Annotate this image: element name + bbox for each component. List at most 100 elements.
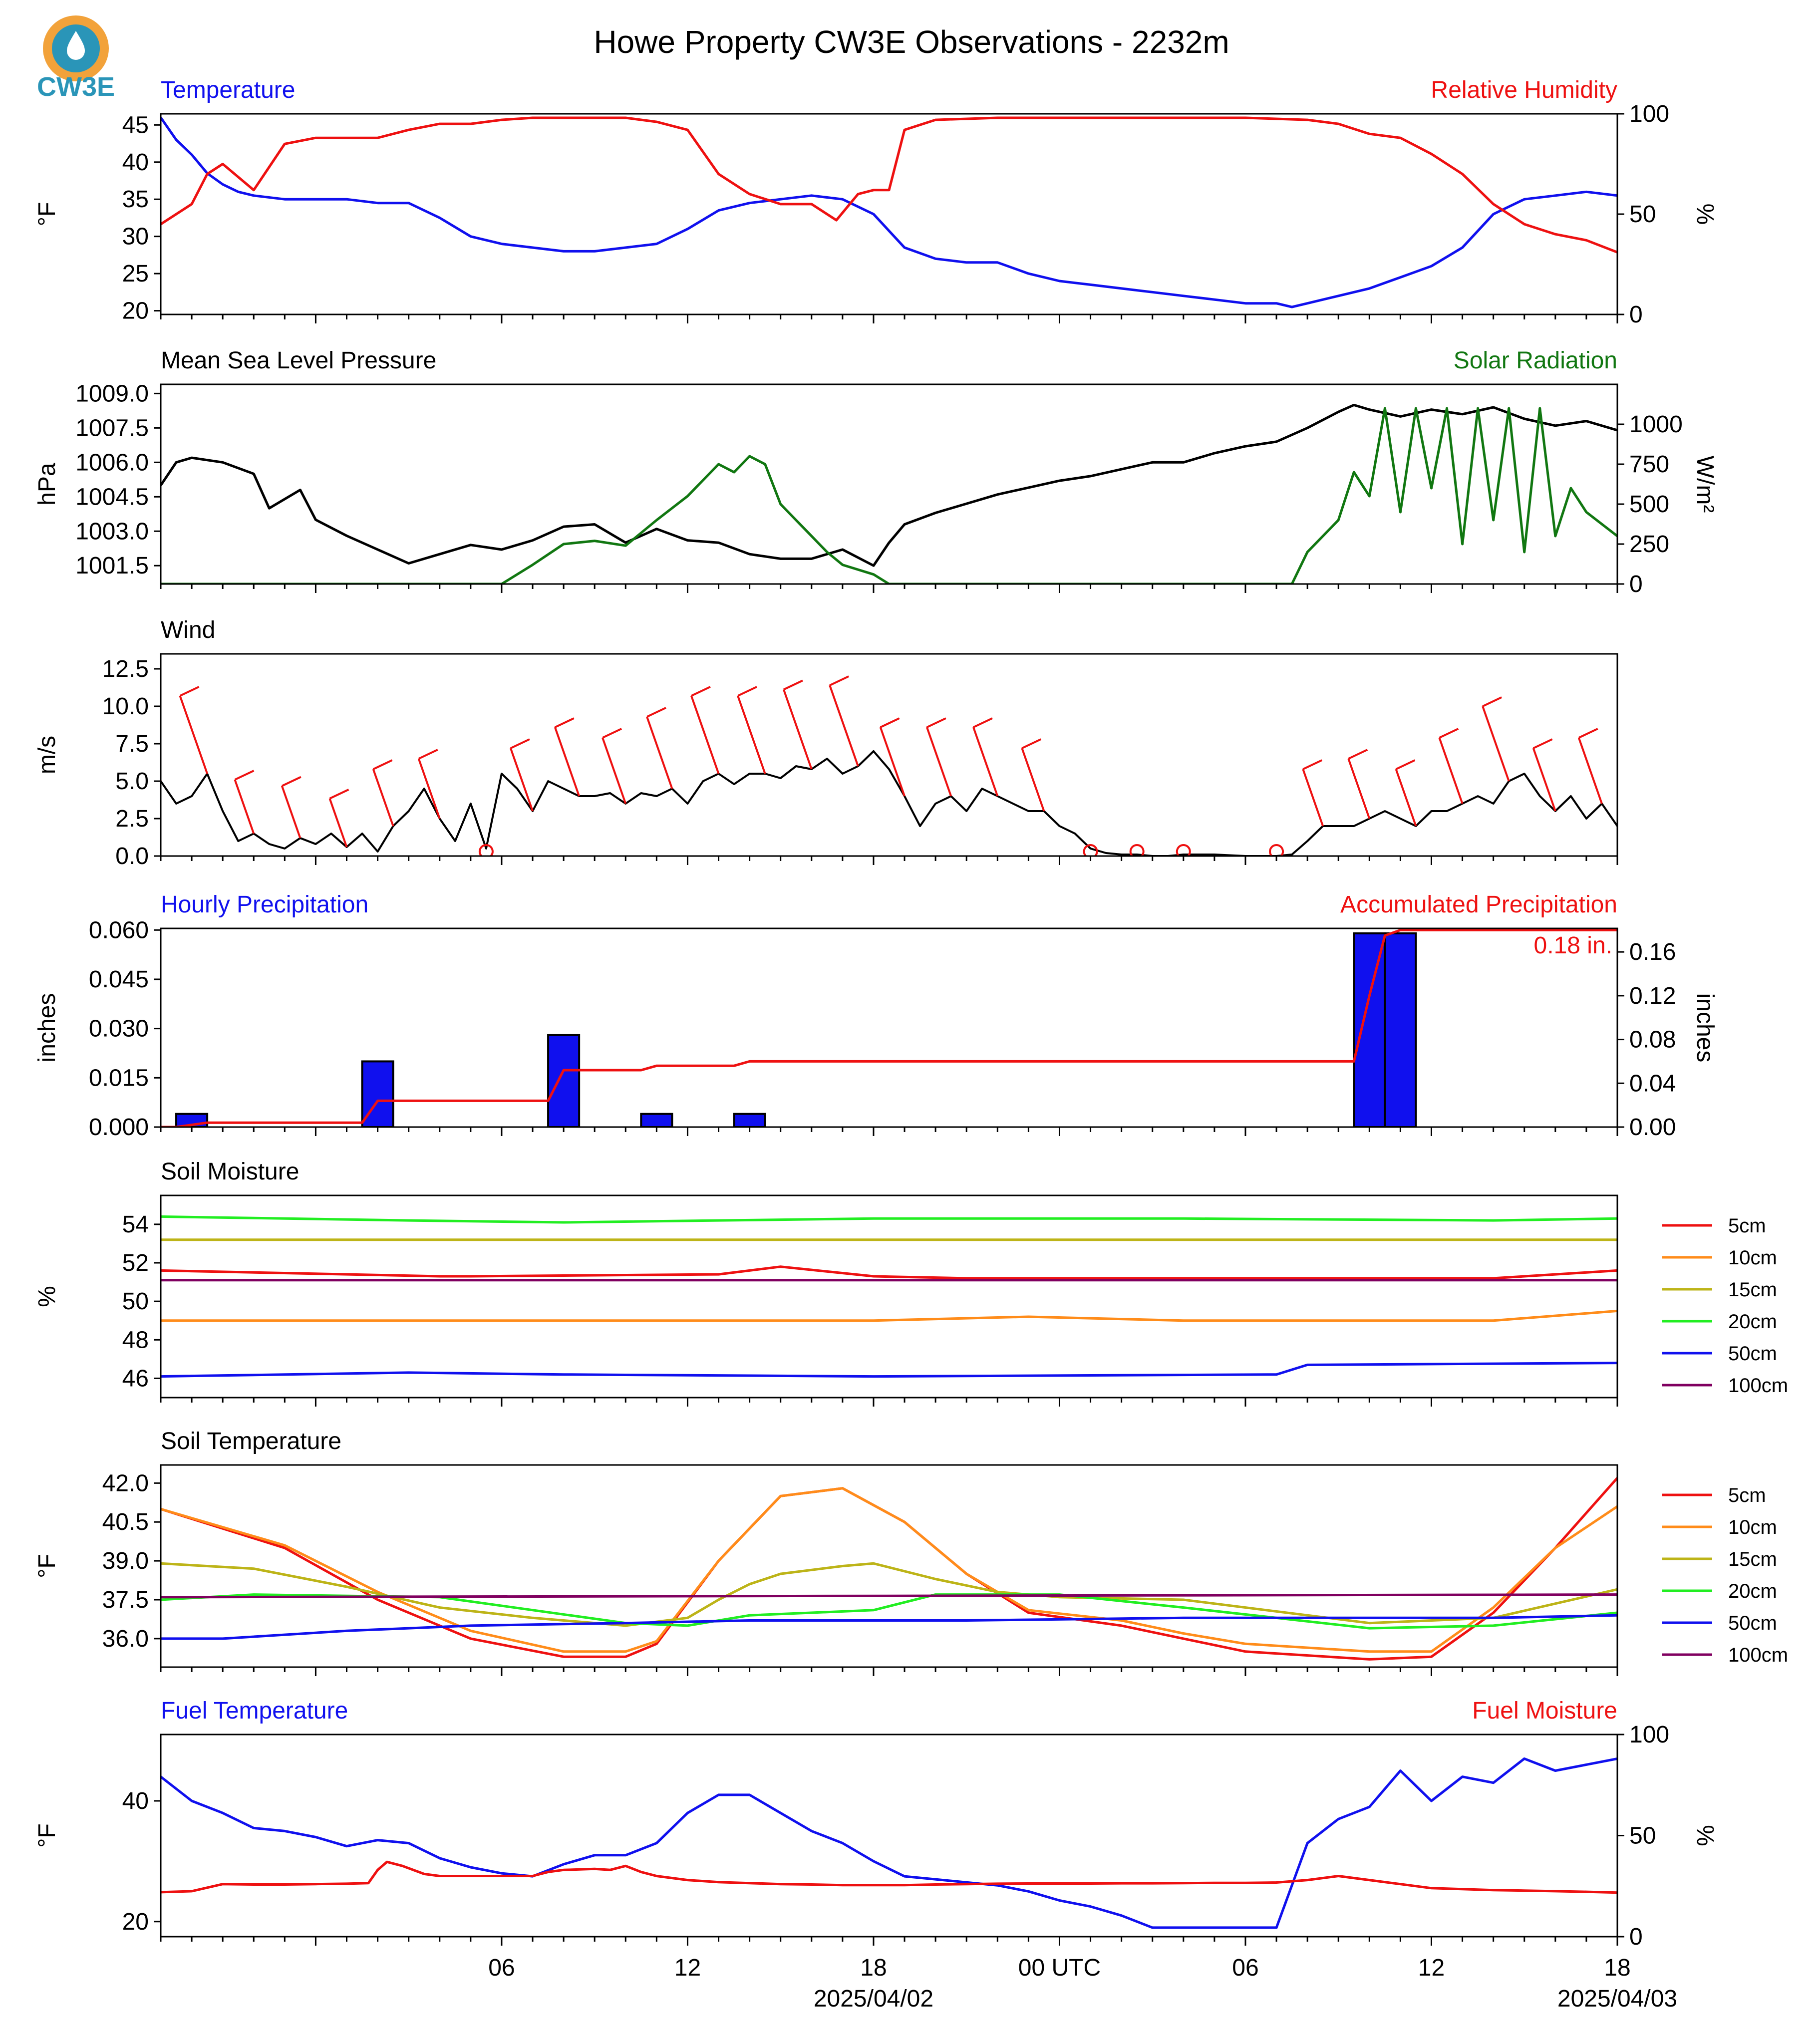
wind-barb-flag [1578,728,1598,739]
y-tick-label: 36.0 [102,1626,149,1652]
wind-barb-flag [1348,749,1368,760]
x-tick-label: 06 [488,1955,515,1981]
legend-label: 50cm [1728,1343,1777,1365]
y-tick-label: 7.5 [115,731,149,757]
wind-barb-staff [1021,748,1045,812]
wind-barb-flag [1532,738,1553,749]
series-line [161,403,1617,567]
wind-barb-staff [510,748,534,812]
y-tick-label: 50 [122,1288,149,1315]
wind-barb-staff [829,685,859,767]
figure-title: Howe Property CW3E Observations - 2232m [594,24,1229,60]
wind-barb-flag [783,679,803,691]
y-tick-label: 1009.0 [75,380,149,407]
precip-bar [1353,932,1386,1127]
plot-area [161,116,1617,308]
legend-label: 5cm [1728,1215,1766,1237]
y-tick-label: 2.5 [115,806,149,832]
panel-5: Soil Moisture4648505254%5cm10cm15cm20cm5… [34,1159,1788,1407]
wind-barb-flag [737,686,757,697]
y-tick-label: 30 [122,224,149,250]
legend: 5cm 10cm 15cm 20cm 50cm 100cm [1662,1484,1788,1666]
y-tick-label: 1007.5 [75,415,149,441]
y-right-tick-label: 0 [1629,1924,1643,1950]
y-tick-label: 1003.0 [75,518,149,545]
y-tick-label: 37.5 [102,1587,149,1613]
wind-barb-staff [737,695,766,774]
y-right-axis-label: % [1692,204,1718,225]
panel-2: Mean Sea Level Pressure Solar Radiation 10… [34,347,1718,597]
x-tick-label: 00 UTC [1018,1955,1101,1981]
y-right-tick-label: 100 [1629,1722,1669,1748]
wind-barb-flag [1482,696,1503,707]
wind-barb-flag [554,717,575,728]
precip-bar [733,1113,766,1127]
series-line [161,1614,1617,1640]
wind-barb-staff [783,689,813,770]
series-line [161,116,1617,254]
wind-barb-staff [1577,737,1603,804]
wind-barb-staff [1438,737,1464,804]
wind-barb-flag [602,728,622,739]
wind-barb-flag [510,738,530,749]
series-line [161,928,1617,1127]
y-tick-label: 1001.5 [75,553,149,579]
wind-barb-staff [1532,748,1556,812]
plot-frame [160,1734,1618,1938]
y-right-tick-label: 0.12 [1629,983,1676,1009]
legend-label: 10cm [1728,1516,1777,1538]
legend-label: 5cm [1728,1484,1766,1506]
x-tick-label: 18 [1604,1955,1630,1981]
wind-barb-flag [281,776,302,787]
plot-area [161,1477,1617,1661]
wind-barb-staff [234,779,255,834]
wind-barb-flag [372,759,393,770]
wind-barb-flag [691,686,711,697]
legend-label: 50cm [1728,1612,1777,1634]
panel-7: Fuel Temperature Fuel Moisture 20 40 °F 0 50 10… [34,1698,1718,2012]
wind-barb-staff [602,737,627,804]
legend-label: 10cm [1728,1247,1777,1269]
y-tick-label: 0.000 [89,1114,149,1141]
wind-barb-staff [1395,769,1417,827]
y-tick-label: 10.0 [102,693,149,720]
series-line [161,1362,1617,1378]
series-line [161,1487,1617,1653]
panel-title-left: Soil Moisture [161,1159,299,1185]
plot-area [161,1215,1617,1378]
legend-label: 20cm [1728,1580,1777,1602]
y-axis-label: hPa [34,463,60,506]
plot-frame [160,113,1618,315]
panel-title-left: Hourly Precipitation [161,891,368,918]
wind-barb-flag [329,788,349,800]
wind-barb-staff [179,695,209,774]
y-right-tick-label: 500 [1629,491,1669,518]
series-line [161,1860,1617,1894]
y-tick-label: 20 [122,1909,149,1935]
y-right-tick-label: 0.04 [1629,1070,1676,1097]
y-tick-label: 42.0 [102,1470,149,1496]
wind-barb-flag [234,770,255,781]
y-right-tick-label: 50 [1629,201,1656,228]
series-line [161,1215,1617,1224]
y-axis-label: °F [34,202,60,227]
x-date-label: 2025/04/02 [814,1986,933,2012]
panel-title-left: Soil Temperature [161,1428,341,1454]
plot-frame [160,383,1618,585]
wind-barb-flag [1302,759,1323,770]
y-tick-label: 45 [122,112,149,138]
x-tick-label: 18 [860,1955,887,1981]
cw3e-logo-drop [67,31,85,60]
series-line [161,407,1617,584]
wind-barb-flag [179,686,200,697]
wind-barb-flag [1021,738,1042,749]
plot-frame [160,653,1618,857]
panel-title-left: Temperature [161,77,295,103]
wind-barb-staff [1482,706,1510,782]
y-right-tick-label: 50 [1629,1823,1656,1849]
wind-calm-circle [1176,844,1191,856]
legend: 5cm 10cm 15cm 20cm 50cm 100cm [1662,1215,1788,1397]
wind-barb-staff [328,798,348,848]
wind-barb-staff [1347,758,1371,819]
wind-barb-flag [880,717,900,728]
